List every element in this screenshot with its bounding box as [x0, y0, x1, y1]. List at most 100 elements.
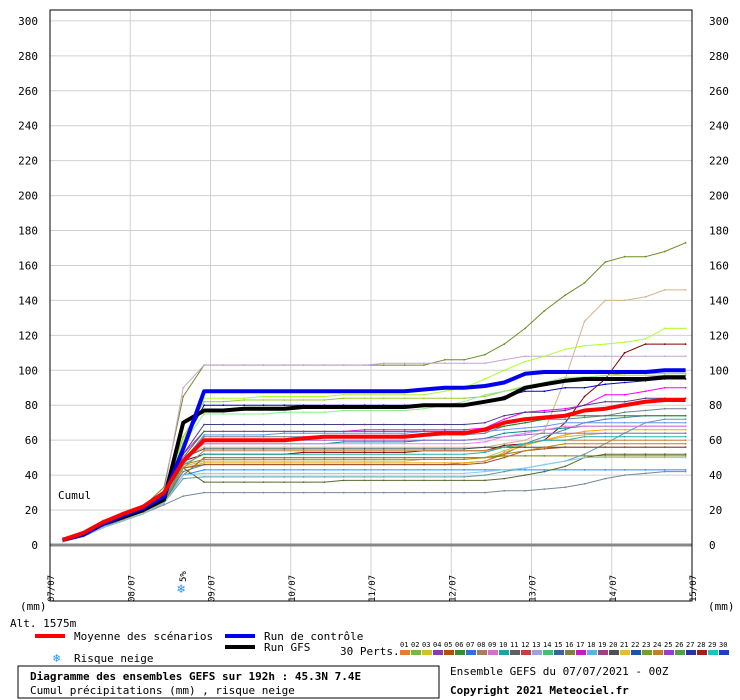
pert-legend-swatch: [444, 650, 454, 655]
data-point: [623, 435, 626, 438]
data-point: [342, 430, 345, 433]
data-point: [262, 481, 265, 483]
data-point: [342, 442, 345, 445]
data-point: [503, 369, 506, 372]
data-point: [222, 364, 225, 366]
y-tick-label: 80: [25, 399, 38, 412]
data-point: [363, 439, 366, 442]
data-point: [583, 432, 586, 435]
x-tick-label: 08/07: [127, 575, 137, 602]
data-point: [423, 423, 425, 426]
data-point: [684, 241, 687, 244]
data-point: [382, 476, 385, 478]
data-point: [342, 432, 345, 435]
data-point: [403, 439, 406, 442]
data-point: [423, 430, 425, 433]
data-point: [564, 409, 567, 412]
chart-subtitle: Cumul précipitations (mm) , risque neige: [30, 684, 295, 697]
data-point: [203, 449, 206, 452]
data-point: [663, 446, 666, 449]
data-point: [463, 362, 465, 365]
legend-control-label: Run de contrôle: [264, 630, 363, 643]
data-point: [363, 476, 366, 478]
data-point: [543, 488, 546, 490]
data-point: [363, 479, 366, 482]
data-point: [363, 409, 366, 412]
data-point: [623, 400, 626, 403]
data-point: [283, 423, 286, 426]
data-point: [342, 456, 345, 459]
data-point: [403, 393, 406, 396]
data-point: [222, 458, 225, 461]
data-point: [644, 421, 647, 424]
data-point: [663, 343, 666, 345]
data-point: [564, 418, 567, 421]
data-point: [484, 462, 486, 464]
data-point: [342, 393, 345, 396]
data-point: [203, 469, 206, 471]
data-point: [243, 413, 246, 415]
data-point: [583, 282, 586, 284]
data-point: [222, 435, 225, 438]
data-point: [484, 479, 486, 482]
data-point: [443, 449, 446, 452]
data-point: [222, 423, 225, 426]
data-point: [182, 495, 185, 497]
data-point: [524, 421, 526, 424]
pert-legend-number: 09: [488, 641, 496, 649]
data-point: [524, 411, 526, 414]
pert-series-29: [61, 425, 687, 541]
data-point: [443, 423, 446, 426]
data-point: [423, 397, 425, 400]
data-point: [604, 299, 607, 302]
data-point: [403, 430, 406, 433]
data-point: [283, 460, 286, 462]
pert-legend-number: 06: [455, 641, 463, 649]
data-point: [302, 481, 305, 483]
data-point: [382, 463, 385, 466]
data-point: [644, 456, 647, 459]
data-point: [302, 442, 305, 445]
data-point: [122, 519, 125, 522]
data-point: [283, 411, 286, 414]
pert-legend-number: 20: [609, 641, 617, 649]
data-point: [203, 456, 206, 459]
y-tick-label: 20: [709, 504, 722, 517]
data-point: [663, 442, 666, 445]
data-point: [503, 446, 506, 449]
data-point: [222, 400, 225, 403]
data-point: [342, 449, 345, 452]
data-point: [623, 414, 626, 417]
data-point: [583, 386, 586, 389]
data-point: [363, 472, 366, 475]
data-point: [262, 430, 265, 433]
copyright: Copyright 2021 Meteociel.fr: [450, 684, 629, 697]
data-point: [684, 372, 687, 375]
data-point: [524, 432, 526, 435]
data-point: [564, 465, 567, 468]
data-point: [663, 386, 666, 389]
data-point: [564, 469, 567, 471]
data-point: [604, 435, 607, 438]
data-point: [583, 483, 586, 485]
data-point: [222, 472, 225, 475]
data-point: [323, 442, 326, 445]
data-point: [463, 463, 465, 466]
run-info: Ensemble GEFS du 07/07/2021 - 00Z: [450, 665, 669, 678]
data-point: [604, 414, 607, 417]
data-point: [323, 411, 326, 414]
legend-gfs-label: Run GFS: [264, 641, 310, 654]
pert-legend-number: 21: [620, 641, 628, 649]
data-point: [262, 448, 265, 450]
x-unit-label-right: (mm): [708, 600, 735, 613]
data-point: [302, 456, 305, 459]
data-point: [623, 453, 626, 456]
data-point: [302, 432, 305, 435]
data-point: [663, 421, 666, 424]
data-point: [484, 437, 486, 440]
y-axis-label: Cumul: [58, 489, 91, 502]
data-point: [583, 416, 586, 419]
data-point: [382, 451, 385, 454]
x-tick-label: 14/07: [609, 575, 619, 602]
pert-legend-number: 15: [554, 641, 562, 649]
